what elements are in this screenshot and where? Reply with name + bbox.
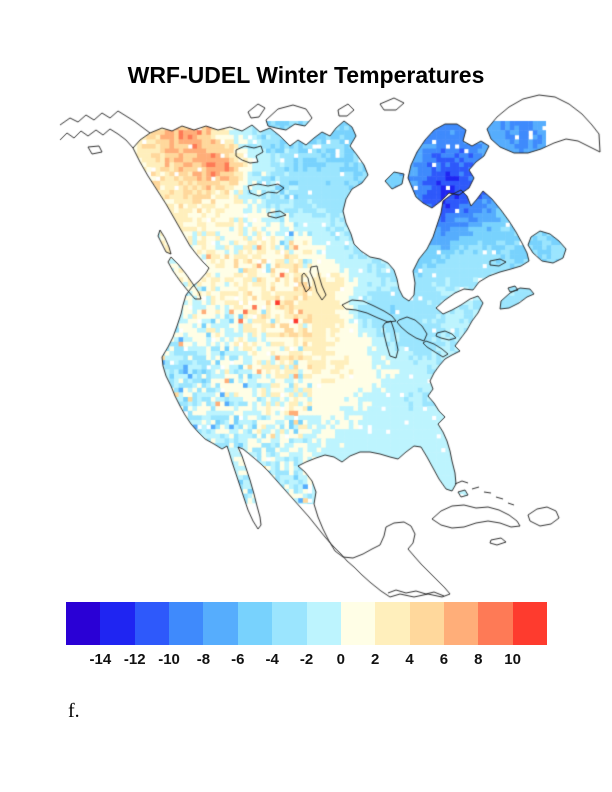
colorbar-tick-label: -14 bbox=[89, 651, 112, 668]
colorbar-tick-label: 8 bbox=[474, 651, 483, 668]
colorbar-segment bbox=[100, 602, 135, 645]
colorbar-segment bbox=[134, 602, 170, 645]
colorbar-segment bbox=[203, 602, 238, 645]
colorbar-segment bbox=[478, 602, 513, 645]
colorbar-segment bbox=[443, 602, 479, 645]
colorbar-tick-label: -8 bbox=[196, 651, 211, 668]
colorbar-tick-label: 2 bbox=[371, 651, 380, 668]
colorbar-tick-label: 4 bbox=[405, 651, 414, 668]
colorbar-segment bbox=[66, 602, 101, 645]
colorbar-segment bbox=[512, 602, 548, 645]
colorbar-segment bbox=[272, 602, 307, 645]
colorbar-tick-label: 10 bbox=[504, 651, 521, 668]
colorbar-tick-label: 6 bbox=[439, 651, 449, 668]
colorbar bbox=[66, 602, 548, 645]
colorbar-tick-label: -12 bbox=[123, 651, 146, 668]
colorbar-segment bbox=[409, 602, 444, 645]
colorbar-segment bbox=[237, 602, 273, 645]
colorbar-segment bbox=[169, 602, 204, 645]
colorbar-tick-label: -2 bbox=[299, 651, 314, 668]
colorbar-tick-label: 0 bbox=[336, 651, 346, 668]
colorbar-segment bbox=[306, 602, 341, 645]
figure-title: WRF-UDEL Winter Temperatures bbox=[127, 62, 485, 88]
panel-label: f. bbox=[68, 700, 80, 722]
colorbar-tick-labels: -14 -12 -10 -8 -6 -4 -2 0 2 4 6 8 10 bbox=[66, 651, 547, 671]
colorbar-tick-label: -10 bbox=[158, 651, 180, 668]
colorbar-tick-label: -4 bbox=[265, 651, 279, 668]
colorbar-segment bbox=[375, 602, 410, 645]
colorbar-tick-label: -6 bbox=[231, 651, 245, 668]
colorbar-segment bbox=[340, 602, 376, 645]
